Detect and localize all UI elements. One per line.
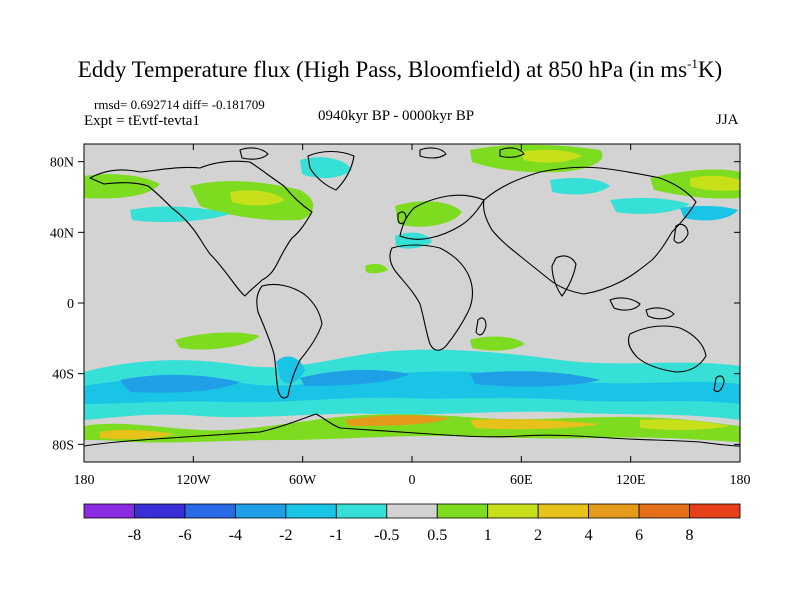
- field-indian-core: [470, 371, 600, 387]
- coast-australia: [627, 325, 707, 373]
- field-southern-band-mid: [84, 371, 740, 404]
- colorbar-swatch: [537, 503, 590, 519]
- coast-se-asia: [609, 297, 675, 320]
- title-main: Eddy Temperature flux (High Pass, Bloomf…: [77, 57, 688, 82]
- field-antarctic-core-4: [640, 419, 730, 430]
- field-east-asia-negative-2: [680, 205, 738, 221]
- colorbar-label: -0.5: [374, 527, 399, 544]
- field-south-america-negative: [276, 356, 305, 384]
- colorbar-label: -6: [178, 527, 191, 544]
- colorbar-label: 6: [635, 527, 643, 544]
- lon-tick-label: 180: [730, 473, 751, 488]
- field-east-asia-negative: [610, 197, 690, 214]
- season-label: JJA: [716, 112, 739, 128]
- colorbar-swatch: [134, 503, 186, 519]
- lat-tick-label: 0: [67, 297, 74, 312]
- field-tropical-pacific: [470, 336, 525, 351]
- coast-north-america: [89, 160, 313, 297]
- field-antarctic-positive: [84, 414, 740, 443]
- figure-title: Eddy Temperature flux (High Pass, Bloomf…: [0, 56, 800, 83]
- lon-tick-label: 120E: [616, 473, 646, 488]
- colorbar-swatch: [689, 503, 741, 519]
- lon-tick-label: 120W: [176, 473, 211, 488]
- field-antarctic-core-1: [100, 429, 175, 440]
- coast-asia: [482, 166, 697, 295]
- lon-tick-label: 60W: [289, 473, 317, 488]
- colorbar-swatch: [184, 503, 236, 519]
- field-europe-positive: [395, 201, 462, 227]
- colorbar-label: 0.5: [427, 527, 447, 544]
- lon-tick-label: 0: [409, 473, 416, 488]
- field-south-atlantic-core: [300, 369, 410, 386]
- field-north-america-strong: [230, 190, 285, 206]
- colorbar-swatch: [588, 503, 640, 519]
- title-exponent: -1: [687, 56, 698, 71]
- title-tail: K): [697, 57, 723, 82]
- coastlines: [84, 147, 740, 447]
- experiment-label: Expt = tEvtf-tevta1: [84, 113, 200, 129]
- flux-field: [84, 144, 740, 443]
- colorbar-label: 1: [484, 527, 492, 544]
- coast-arctic-islands: [239, 147, 525, 160]
- lat-tick-label: 80N: [50, 156, 74, 171]
- coast-greenland: [307, 150, 355, 191]
- lat-tick-label: 40S: [52, 368, 74, 383]
- field-arctic-strong: [520, 149, 582, 163]
- coast-madagascar: [475, 317, 487, 336]
- field-antarctic-core-3: [470, 419, 600, 430]
- colorbar-swatch: [487, 503, 539, 519]
- lat-tick-label: 80S: [52, 438, 74, 453]
- coast-japan: [673, 223, 689, 244]
- field-siberia-negative: [550, 178, 610, 195]
- map-plot-area: [84, 144, 740, 462]
- colorbar-label: -2: [279, 527, 292, 544]
- field-north-pacific-strong: [690, 175, 740, 191]
- colorbar-label: 4: [585, 527, 593, 544]
- latitude-ticks: 80N 40N 0 40S 80S: [50, 156, 740, 453]
- colorbar-label: -4: [229, 527, 242, 544]
- colorbar-label: 2: [534, 527, 542, 544]
- colorbar-swatch: [335, 503, 388, 519]
- coast-africa: [389, 244, 474, 351]
- coast-south-america: [256, 283, 323, 399]
- colorbar-swatch: [638, 503, 690, 519]
- field-alaska-positive: [84, 174, 160, 199]
- colorbar: -8 -6 -4 -2 -1 -0.5 0.5 1 2 4 6 8: [83, 503, 741, 544]
- lon-tick-label: 180: [74, 473, 95, 488]
- colorbar-swatch: [234, 503, 287, 519]
- colorbar-swatch: [386, 503, 438, 519]
- colorbar-label: -8: [128, 527, 141, 544]
- lon-tick-label: 60E: [510, 473, 533, 488]
- colorbar-swatch: [83, 503, 135, 519]
- field-mediterranean-positive: [365, 263, 388, 274]
- colorbar-label: 8: [686, 527, 694, 544]
- colorbar-label: -1: [330, 527, 343, 544]
- field-south-pacific-core: [120, 374, 240, 393]
- lat-tick-label: 40N: [50, 226, 74, 241]
- rmsd-diff-stats: rmsd= 0.692714 diff= -0.181709: [94, 97, 265, 112]
- coast-india: [551, 255, 577, 297]
- colorbar-swatch: [285, 503, 337, 519]
- period-label: 0940kyr BP - 0000kyr BP: [318, 108, 475, 124]
- field-tropical-indian: [430, 349, 466, 361]
- coast-uk: [397, 211, 407, 225]
- coast-new-zealand: [713, 375, 725, 393]
- field-south-pacific-positive: [175, 332, 260, 350]
- colorbar-swatch: [436, 503, 489, 519]
- coast-antarctica: [84, 413, 740, 447]
- longitude-ticks: 180 120W 60W 0 60E 120E 180: [74, 144, 751, 488]
- field-antarctic-core-2: [345, 415, 450, 426]
